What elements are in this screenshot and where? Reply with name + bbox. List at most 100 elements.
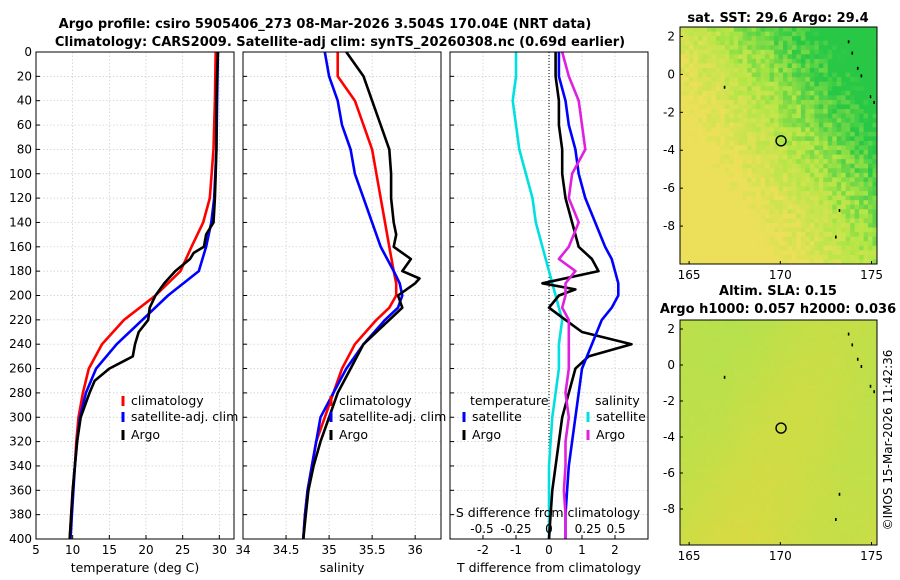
map-cell: [720, 218, 726, 224]
map-cell: [711, 480, 717, 485]
map-cell: [778, 415, 784, 420]
map-y-tick-label: 0: [667, 67, 675, 81]
map-cell: [832, 419, 838, 425]
map-cell: [845, 254, 851, 260]
map-cell: [863, 320, 869, 325]
map-cell: [782, 475, 788, 481]
map-cell: [796, 536, 802, 542]
map-cell: [769, 154, 775, 160]
map-cell: [796, 497, 802, 503]
map-cell: [809, 493, 815, 498]
map-cell: [706, 163, 712, 169]
map-cell: [827, 363, 833, 368]
map-cell: [747, 445, 753, 451]
map-cell: [684, 480, 690, 485]
map-cell: [872, 204, 878, 210]
map-cell: [872, 367, 878, 373]
map-cell: [814, 77, 820, 83]
map-cell: [751, 423, 757, 429]
map-cell: [751, 159, 757, 165]
map-cell: [724, 428, 730, 433]
map-cell: [778, 54, 784, 60]
map-cell: [841, 454, 847, 459]
map-cell: [818, 200, 824, 206]
top-x-tick-label: 0.25: [575, 522, 602, 536]
map-cell: [778, 122, 784, 128]
map-cell: [706, 406, 712, 412]
map-cell: [868, 345, 873, 351]
map-cell: [805, 54, 811, 60]
map-cell: [850, 86, 856, 92]
map-cell: [715, 222, 721, 228]
map-cell: [782, 227, 788, 233]
map-cell: [791, 324, 797, 330]
map-cell: [859, 467, 864, 472]
map-cell: [724, 63, 730, 69]
map-cell: [868, 484, 873, 490]
map-cell: [872, 484, 878, 490]
map-cell: [818, 480, 824, 485]
map-cell: [729, 350, 735, 356]
map-cell: [868, 77, 873, 83]
map-cell: [756, 380, 761, 386]
map-cell: [841, 354, 847, 360]
map-cell: [720, 441, 726, 446]
map-cell: [756, 423, 761, 429]
map-cell: [711, 31, 717, 37]
map-cell: [760, 104, 766, 110]
map-cell: [706, 86, 712, 92]
map-cell: [827, 423, 833, 429]
map-cell: [742, 254, 748, 260]
map-cell: [765, 371, 770, 377]
island-mark: [856, 66, 859, 70]
map-cell: [751, 99, 757, 105]
map-cell: [814, 86, 820, 92]
map-cell: [697, 354, 703, 360]
map-cell: [787, 441, 793, 446]
map-cell: [751, 328, 757, 334]
map-cell: [738, 354, 744, 360]
map-cell: [832, 467, 838, 472]
map-cell: [680, 136, 685, 142]
map-cell: [868, 63, 873, 69]
map-cell: [787, 136, 793, 142]
map-cell: [805, 236, 811, 242]
map-cell: [711, 209, 717, 215]
map-cell: [760, 328, 766, 334]
map-cell: [859, 397, 864, 403]
map-cell: [854, 236, 860, 242]
map-cell: [711, 118, 717, 124]
map-cell: [729, 245, 735, 251]
map-cell: [836, 86, 842, 92]
map-cell: [782, 532, 788, 537]
map-cell: [814, 493, 820, 498]
map-cell: [787, 510, 793, 516]
map-cell: [733, 441, 739, 446]
map-cell: [706, 81, 712, 87]
map-cell: [693, 113, 699, 119]
map-cell: [751, 384, 757, 390]
map-cell: [814, 131, 820, 137]
map-cell: [782, 213, 788, 219]
map-cell: [805, 363, 811, 368]
map-cell: [791, 389, 797, 394]
map-cell: [742, 181, 748, 187]
map-cell: [836, 227, 842, 233]
map-cell: [800, 81, 806, 87]
map-cell: [711, 159, 717, 165]
map-cell: [724, 384, 730, 390]
map-cell: [859, 118, 864, 124]
map-cell: [724, 113, 730, 119]
map-cell: [702, 484, 708, 490]
map-cell: [800, 402, 806, 407]
map-cell: [697, 523, 703, 529]
map-cell: [715, 432, 721, 438]
map-cell: [756, 341, 761, 347]
map-cell: [778, 36, 784, 42]
map-cell: [850, 118, 856, 124]
map-cell: [697, 475, 703, 481]
map-cell: [805, 501, 811, 507]
map-cell: [868, 99, 873, 105]
map-cell: [756, 320, 761, 325]
